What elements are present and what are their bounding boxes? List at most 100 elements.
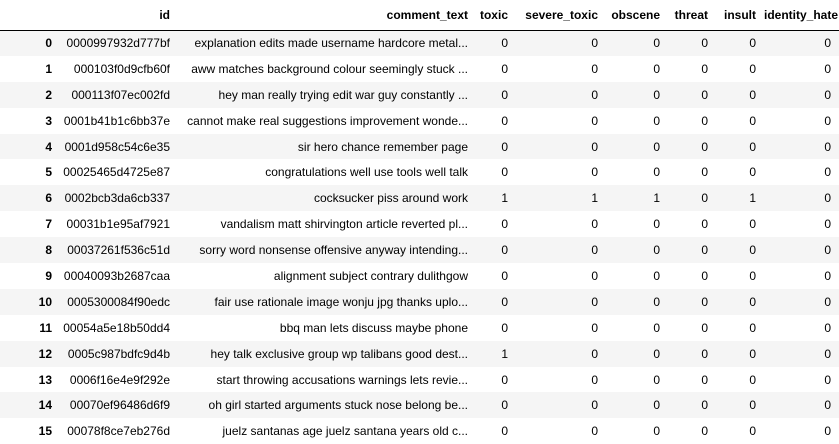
- row-index: 2: [45, 87, 52, 102]
- insult-cell: 0: [749, 268, 756, 283]
- row-index: 3: [45, 113, 52, 128]
- row-index: 1: [45, 61, 52, 76]
- comment-text-cell: cannot make real suggestions improvement…: [187, 113, 468, 128]
- insult-cell: 0: [749, 372, 756, 387]
- toxic-cell: 0: [501, 268, 508, 283]
- comment-text-cell: hey talk exclusive group wp talibans goo…: [210, 346, 468, 361]
- obscene-cell: 0: [653, 139, 660, 154]
- insult-cell: 0: [749, 61, 756, 76]
- table-row: 7 00031b1e95af7921 vandalism matt shirving…: [0, 211, 839, 238]
- obscene-cell: 0: [653, 424, 660, 439]
- threat-cell: 0: [701, 165, 708, 180]
- id-cell: 0002bcb3da6cb337: [64, 191, 170, 206]
- identity-hate-cell: 0: [824, 87, 831, 102]
- row-index: 8: [45, 243, 52, 258]
- id-cell: 0000997932d777bf: [66, 36, 170, 51]
- insult-cell: 1: [749, 191, 756, 206]
- severe-toxic-cell: 0: [591, 87, 598, 102]
- toxic-header: toxic: [476, 0, 516, 31]
- identity-hate-cell: 0: [824, 36, 831, 51]
- threat-cell: 0: [701, 268, 708, 283]
- obscene-cell: 0: [653, 398, 660, 413]
- comment-text-cell: explanation edits made username hardcore…: [194, 36, 469, 51]
- table-row: 12 0005c987bdfc9d4b hey talk exclusive gro…: [0, 340, 839, 367]
- toxic-cell: 0: [501, 139, 508, 154]
- table-header: id comment_text toxic severe_toxic obsce…: [0, 0, 839, 31]
- insult-cell: 0: [749, 346, 756, 361]
- toxic-cell: 0: [501, 424, 508, 439]
- identity-hate-cell: 0: [824, 398, 831, 413]
- comment-text-cell: vandalism matt shirvington article rever…: [220, 217, 468, 232]
- id-cell: 00054a5e18b50dd4: [63, 320, 170, 335]
- id-cell: 0001d958c54c6e35: [64, 139, 170, 154]
- table-row: 6 0002bcb3da6cb337 cocksucker piss around …: [0, 185, 839, 212]
- id-header: id: [60, 0, 178, 31]
- threat-cell: 0: [701, 243, 708, 258]
- obscene-cell: 0: [653, 320, 660, 335]
- id-cell: 0005300084f90edc: [67, 294, 170, 309]
- identity-hate-cell: 0: [824, 294, 831, 309]
- insult-cell: 0: [749, 217, 756, 232]
- comment-text-cell: cocksucker piss around work: [313, 191, 468, 206]
- threat-cell: 0: [701, 398, 708, 413]
- toxic-cell: 0: [501, 372, 508, 387]
- threat-cell: 0: [701, 346, 708, 361]
- row-index: 6: [45, 191, 52, 206]
- toxic-cell: 0: [501, 320, 508, 335]
- id-cell: 00078f8ce7eb276d: [67, 424, 170, 439]
- obscene-cell: 0: [653, 268, 660, 283]
- insult-cell: 0: [749, 320, 756, 335]
- identity-hate-cell: 0: [824, 320, 831, 335]
- table-row: 14 00070ef96486d6f9 oh girl started argume…: [0, 392, 839, 419]
- table-row: 13 0006f16e4e9f292e start throwing accusat…: [0, 366, 839, 393]
- comment-text-cell: bbq man lets discuss maybe phone: [279, 320, 468, 335]
- comment-text-cell: sorry word nonsense offensive anyway int…: [199, 243, 468, 258]
- obscene-cell: 0: [653, 36, 660, 51]
- toxic-cell: 0: [501, 398, 508, 413]
- table-row: 3 0001b41b1c6bb37e cannot make real sugges…: [0, 107, 839, 134]
- toxic-cell: 0: [501, 294, 508, 309]
- id-cell: 00037261f536c51d: [67, 243, 170, 258]
- identity-hate-header: identity_hate: [764, 0, 839, 31]
- severe-toxic-cell: 0: [591, 268, 598, 283]
- threat-cell: 0: [701, 139, 708, 154]
- comment-text-cell: hey man really trying edit war guy const…: [218, 87, 468, 102]
- id-cell: 00025465d4725e87: [63, 165, 170, 180]
- id-cell: 00040093b2687caa: [63, 268, 170, 283]
- insult-cell: 0: [749, 139, 756, 154]
- identity-hate-cell: 0: [824, 243, 831, 258]
- toxic-cell: 0: [501, 243, 508, 258]
- threat-cell: 0: [701, 113, 708, 128]
- severe-toxic-cell: 0: [591, 217, 598, 232]
- comment-text-cell: sir hero chance remember page: [297, 139, 468, 154]
- row-index: 15: [38, 424, 52, 439]
- row-index: 14: [38, 398, 52, 413]
- threat-cell: 0: [701, 217, 708, 232]
- identity-hate-cell: 0: [824, 268, 831, 283]
- identity-hate-cell: 0: [824, 139, 831, 154]
- row-index: 13: [38, 372, 52, 387]
- threat-cell: 0: [701, 424, 708, 439]
- id-cell: 0005c987bdfc9d4b: [67, 346, 170, 361]
- insult-header: insult: [716, 0, 764, 31]
- table-row: 10 0005300084f90edc fair use rationale ima…: [0, 288, 839, 315]
- table-row: 2 000113f07ec002fd hey man really trying e…: [0, 81, 839, 108]
- row-index: 5: [45, 165, 52, 180]
- row-index: 4: [45, 139, 52, 154]
- row-index: 9: [45, 268, 52, 283]
- row-index: 7: [45, 217, 52, 232]
- severe-toxic-cell: 0: [591, 424, 598, 439]
- severe-toxic-cell: 0: [591, 294, 598, 309]
- toxic-cell: 0: [501, 113, 508, 128]
- identity-hate-cell: 0: [824, 424, 831, 439]
- insult-cell: 0: [749, 294, 756, 309]
- toxic-cell: 0: [501, 217, 508, 232]
- table-row: 4 0001d958c54c6e35 sir hero chance remembe…: [0, 133, 839, 160]
- comment-text-cell: oh girl started arguments stuck nose bel…: [208, 398, 468, 413]
- severe-toxic-header: severe_toxic: [516, 0, 606, 31]
- toxic-cell: 0: [501, 87, 508, 102]
- table-row: 8 00037261f536c51d sorry word nonsense off…: [0, 237, 839, 264]
- table-row: 11 00054a5e18b50dd4 bbq man lets discuss m…: [0, 314, 839, 341]
- comment-text-cell: start throwing accusations warnings lets…: [216, 372, 468, 387]
- obscene-cell: 0: [653, 243, 660, 258]
